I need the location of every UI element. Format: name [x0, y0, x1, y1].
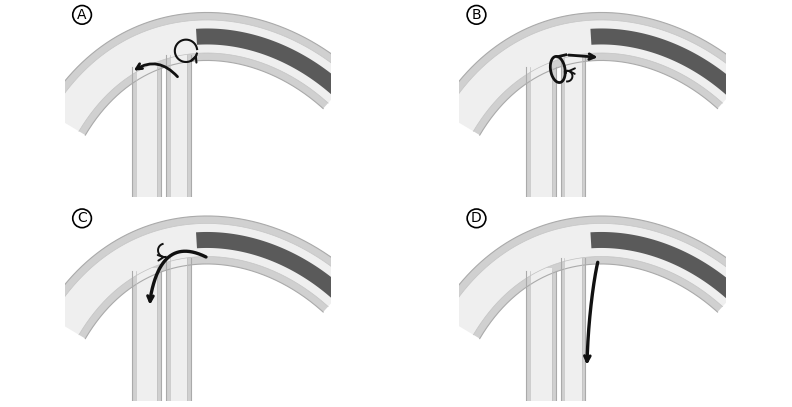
- Polygon shape: [131, 268, 136, 406]
- Polygon shape: [531, 268, 551, 406]
- Polygon shape: [531, 64, 551, 203]
- Polygon shape: [551, 64, 556, 203]
- Polygon shape: [445, 223, 744, 335]
- Polygon shape: [51, 223, 350, 335]
- Polygon shape: [591, 28, 739, 97]
- Polygon shape: [44, 13, 356, 114]
- Polygon shape: [581, 52, 585, 203]
- Polygon shape: [551, 268, 556, 406]
- Polygon shape: [565, 256, 581, 406]
- Polygon shape: [565, 52, 581, 203]
- Polygon shape: [196, 28, 345, 97]
- Text: A: A: [78, 8, 87, 22]
- Polygon shape: [79, 256, 328, 339]
- Polygon shape: [591, 232, 739, 300]
- Polygon shape: [561, 52, 565, 203]
- Polygon shape: [79, 53, 328, 135]
- Polygon shape: [196, 232, 345, 300]
- Polygon shape: [561, 256, 565, 406]
- Polygon shape: [166, 52, 170, 203]
- Polygon shape: [445, 20, 744, 131]
- Polygon shape: [51, 20, 350, 131]
- Polygon shape: [187, 52, 191, 203]
- Polygon shape: [166, 256, 170, 406]
- Polygon shape: [136, 64, 157, 203]
- Polygon shape: [44, 216, 356, 318]
- Polygon shape: [157, 268, 162, 406]
- Polygon shape: [474, 53, 722, 135]
- Polygon shape: [474, 256, 722, 339]
- Polygon shape: [439, 13, 750, 114]
- Polygon shape: [526, 268, 531, 406]
- Polygon shape: [439, 216, 750, 318]
- Text: C: C: [77, 211, 87, 225]
- Polygon shape: [170, 256, 187, 406]
- Polygon shape: [581, 256, 585, 406]
- Polygon shape: [157, 64, 162, 203]
- Text: D: D: [471, 211, 482, 225]
- Polygon shape: [131, 64, 136, 203]
- Text: B: B: [472, 8, 482, 22]
- Polygon shape: [170, 52, 187, 203]
- Polygon shape: [526, 64, 531, 203]
- Polygon shape: [136, 268, 157, 406]
- Polygon shape: [187, 256, 191, 406]
